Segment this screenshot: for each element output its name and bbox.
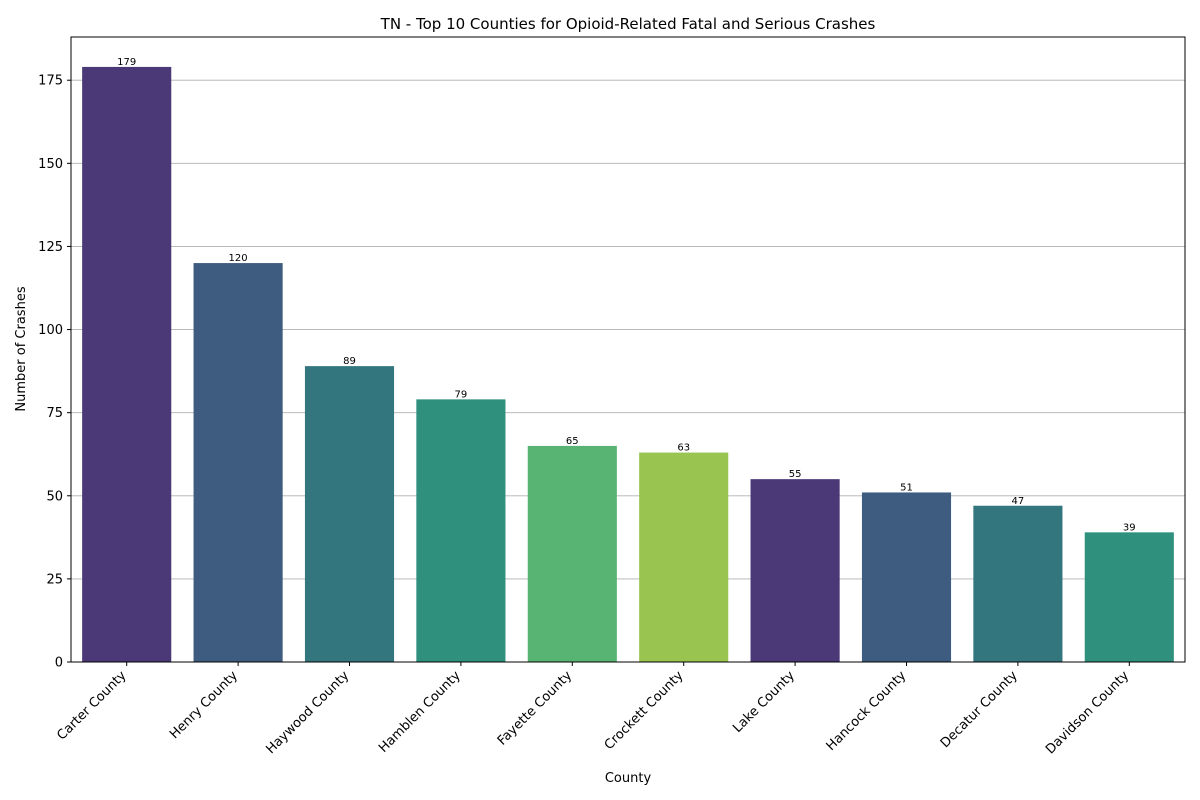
x-tick-label: Decatur County xyxy=(938,668,1021,751)
bar-value-label: 120 xyxy=(229,253,248,264)
x-axis-ticks: Carter County Henry County Haywood County H… xyxy=(54,662,1132,757)
y-tick-label: 0 xyxy=(55,656,63,671)
bar-value-label: 39 xyxy=(1123,522,1136,533)
x-tick-label: Hamblen County xyxy=(376,668,464,756)
x-tick-label: Hancock County xyxy=(824,668,910,754)
y-tick-label: 100 xyxy=(38,323,63,338)
bar-value-label: 79 xyxy=(455,389,468,400)
bar xyxy=(416,399,506,662)
bar xyxy=(639,452,729,662)
bar-value-label: 65 xyxy=(566,436,579,447)
y-tick-label: 175 xyxy=(38,74,63,89)
x-axis-label: County xyxy=(605,771,652,786)
x-tick-label: Fayette County xyxy=(495,668,576,749)
bar xyxy=(750,479,840,662)
bar xyxy=(527,445,617,662)
y-axis-ticks: 0 25 50 75 100 125 150 175 xyxy=(38,74,71,671)
plot-frame xyxy=(70,36,1186,663)
y-tick-label: 75 xyxy=(46,406,63,421)
bar-value-label: 63 xyxy=(677,443,690,454)
bar-value-labels: 179 120 89 79 65 63 55 51 47 39 xyxy=(117,57,1136,533)
bar-value-label: 89 xyxy=(343,356,356,367)
bar-value-label: 55 xyxy=(789,469,802,480)
y-tick-label: 25 xyxy=(46,572,63,587)
x-tick-label: Lake County xyxy=(730,668,798,736)
bar-value-label: 47 xyxy=(1012,496,1025,507)
y-tick-label: 50 xyxy=(46,489,63,504)
bar xyxy=(304,366,395,662)
x-tick-label: Haywood County xyxy=(263,668,352,757)
bar xyxy=(82,66,172,662)
x-tick-label: Davidson County xyxy=(1043,668,1132,757)
bar xyxy=(193,263,283,662)
bar xyxy=(861,492,952,662)
bars xyxy=(82,66,1174,662)
y-tick-label: 125 xyxy=(38,240,63,255)
bar xyxy=(973,505,1063,662)
y-tick-label: 150 xyxy=(38,157,63,172)
bar-value-label: 179 xyxy=(117,57,136,68)
bar xyxy=(1084,532,1174,662)
y-axis-label: Number of Crashes xyxy=(14,286,29,411)
x-tick-label: Henry County xyxy=(167,668,241,742)
bar-value-label: 51 xyxy=(900,482,913,493)
x-tick-label: Crockett County xyxy=(602,668,687,753)
x-tick-label: Carter County xyxy=(54,668,129,743)
chart-title: TN - Top 10 Counties for Opioid-Related … xyxy=(380,15,876,33)
